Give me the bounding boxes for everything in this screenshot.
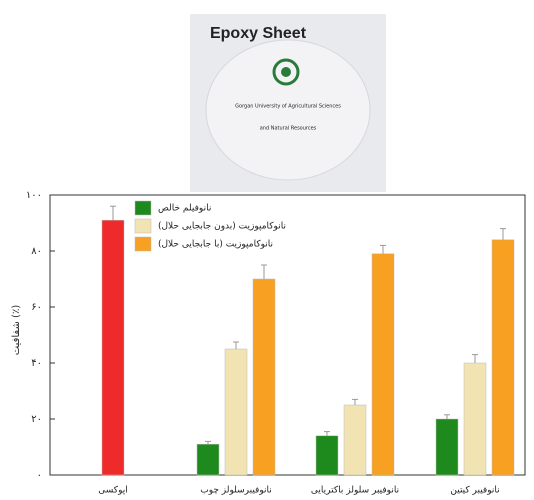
bar: [252, 278, 276, 476]
bar: [491, 239, 515, 476]
bar: [371, 253, 395, 476]
legend-swatch: [134, 218, 152, 234]
x-tick-label: نانوفیبرسلولز چوب: [200, 486, 272, 496]
bar: [315, 435, 339, 476]
legend-swatch: [134, 236, 152, 252]
photo-caption: and Natural Resources: [260, 126, 317, 132]
photo-title: Epoxy Sheet: [210, 25, 307, 42]
y-tick-label: ۱۰۰: [26, 190, 42, 201]
y-tick-label: ۸۰: [31, 246, 42, 257]
legend-label: (با جابجایی حلال) نانوکامپوزیت: [158, 240, 273, 250]
y-axis-label: شفافیت (٪): [11, 305, 22, 356]
bar: [435, 418, 459, 476]
bar: [101, 219, 125, 476]
bar: [224, 348, 248, 476]
legend-label: نانوفیلم خالص: [158, 204, 211, 214]
legend-label: (بدون جابجایی حلال) نانوکامپوزیت: [158, 222, 286, 232]
bar: [196, 443, 220, 476]
legend-swatch: [134, 200, 152, 216]
bar: [463, 362, 487, 476]
sheet: [205, 39, 371, 181]
x-tick-label: نانوفیبر سلولز باکتریایی: [311, 486, 399, 496]
x-tick-label: نانوفیبر کیتین: [450, 486, 499, 496]
x-tick-label: اپوکسی: [98, 486, 127, 496]
logo: [272, 58, 300, 86]
y-tick-label: ۲۰: [31, 414, 42, 425]
photo-caption: Gorgan University of Agricultural Scienc…: [235, 104, 341, 110]
y-tick-label: ۰: [37, 470, 42, 481]
y-tick-label: ۶۰: [31, 302, 42, 313]
plot-frame: [49, 194, 526, 476]
y-tick-label: ۴۰: [31, 358, 42, 369]
bar: [343, 404, 367, 476]
